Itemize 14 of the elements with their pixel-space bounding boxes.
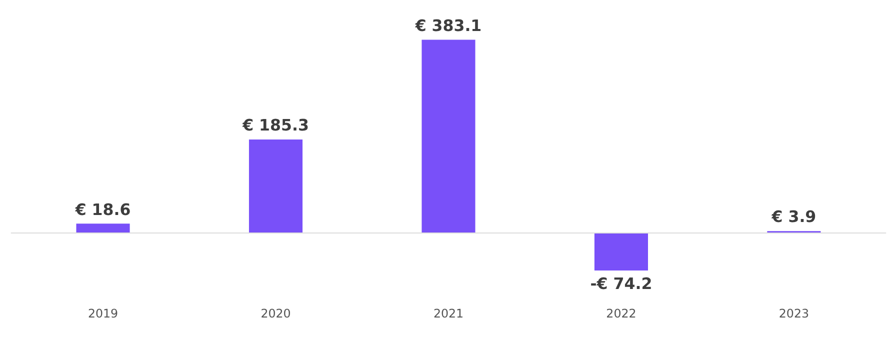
data-label: € 185.3 [242, 116, 309, 135]
data-label: -€ 74.2 [590, 274, 652, 294]
x-tick-label: 2021 [433, 306, 464, 320]
bar [422, 40, 476, 234]
x-tick-label: 2022 [606, 306, 636, 320]
x-tick-label: 2023 [778, 306, 810, 320]
data-label: € 18.6 [74, 200, 131, 219]
bar [76, 224, 130, 234]
bar [248, 140, 303, 234]
x-tick-label: 2020 [260, 306, 291, 320]
bar [594, 233, 648, 270]
data-label: € 383.1 [414, 16, 482, 35]
x-tick-label: 2019 [88, 306, 118, 320]
data-label: € 3.9 [770, 207, 816, 226]
